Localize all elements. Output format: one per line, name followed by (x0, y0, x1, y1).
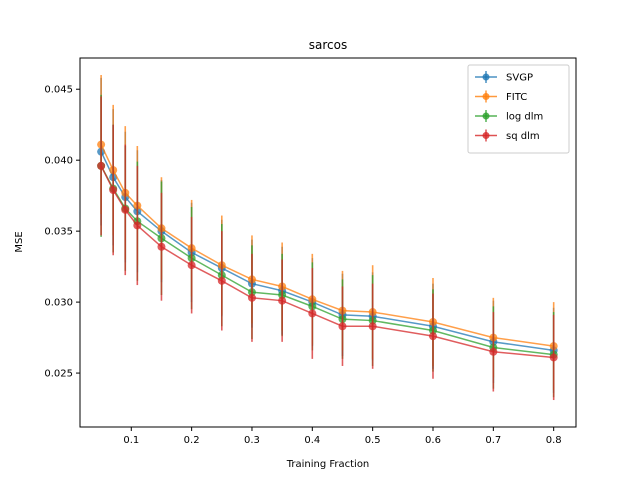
data-point (109, 185, 118, 194)
y-tick-label: 0.040 (44, 156, 73, 167)
x-axis-label: Training Fraction (286, 459, 370, 470)
data-point (217, 276, 226, 285)
series-line (100, 165, 554, 359)
legend-marker (482, 93, 490, 100)
data-point (338, 322, 347, 331)
series-line (100, 144, 554, 347)
y-tick-label: 0.030 (44, 298, 73, 309)
x-tick-label: 0.1 (123, 435, 139, 446)
legend-entry: sq dlm (475, 129, 540, 142)
legend-label: FITC (506, 92, 527, 103)
data-point (247, 293, 256, 302)
data-point (489, 347, 498, 356)
y-tick-label: 0.025 (44, 369, 73, 380)
legend-marker (482, 73, 490, 81)
x-tick-label: 0.3 (244, 435, 260, 446)
x-tick-label: 0.5 (365, 435, 381, 446)
series-line (100, 165, 554, 356)
data-point (187, 261, 196, 270)
data-point (97, 161, 106, 170)
x-tick-label: 0.7 (485, 435, 501, 446)
x-tick-label: 0.2 (184, 435, 200, 446)
data-point (308, 309, 317, 318)
legend-entry: SVGP (475, 71, 533, 84)
legend-marker (482, 132, 490, 139)
legend-entry: FITC (475, 90, 527, 103)
plot-area (97, 75, 558, 401)
x-axis: 0.1 0.2 0.3 0.4 0.5 0.6 0.7 0.8 (123, 427, 562, 446)
data-point (368, 322, 377, 331)
y-axis-label: MSE (14, 231, 25, 252)
x-tick-label: 0.6 (425, 435, 441, 446)
legend-label: SVGP (506, 73, 533, 84)
legend-entry: log dlm (475, 110, 543, 123)
chart-title: sarcos (309, 38, 347, 52)
data-point (157, 242, 166, 251)
legend-label: sq dlm (506, 131, 540, 142)
data-point (121, 205, 130, 214)
data-point (549, 353, 558, 362)
y-tick-label: 0.035 (44, 227, 73, 238)
plot-frame (79, 57, 577, 428)
x-tick-label: 0.4 (304, 435, 320, 446)
legend-box (467, 64, 570, 154)
x-tick-label: 0.8 (546, 435, 562, 446)
series-sq-dlm (97, 96, 558, 401)
y-axis: 0.025 0.030 0.035 0.040 0.045 (44, 85, 80, 380)
y-tick-label: 0.045 (44, 85, 73, 96)
data-point (278, 296, 287, 305)
data-point (133, 221, 142, 230)
legend: SVGP FITC log dlm sq dlm (467, 64, 570, 154)
legend-marker (482, 112, 490, 120)
legend-label: log dlm (506, 112, 543, 123)
data-point (428, 332, 437, 341)
